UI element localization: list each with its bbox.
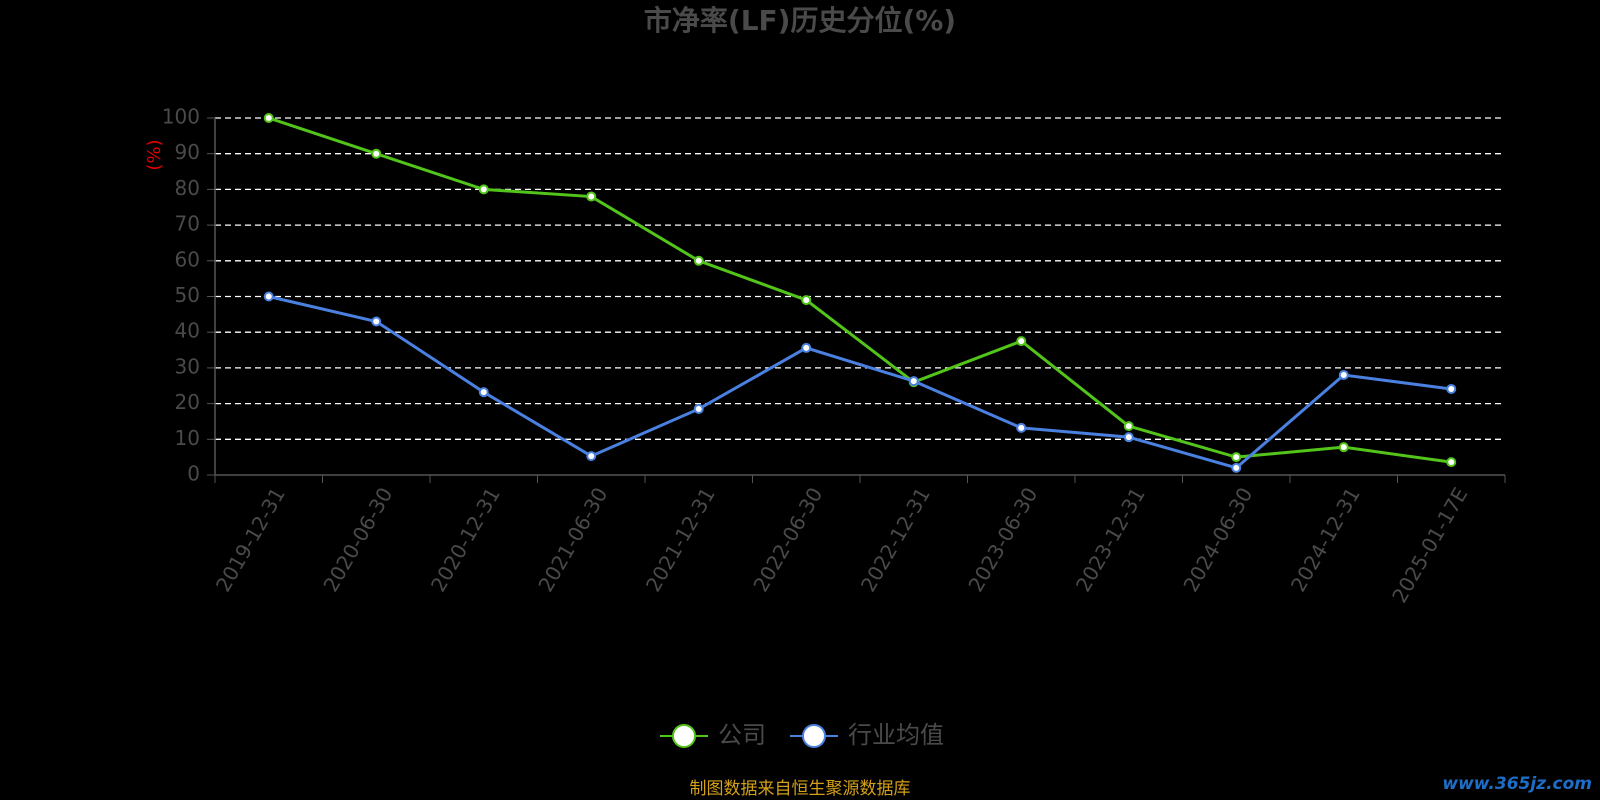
- legend-marker: [802, 724, 826, 748]
- y-tick-label: 40: [175, 319, 200, 343]
- data-point: [1338, 370, 1349, 381]
- data-point: [1231, 462, 1242, 473]
- data-point: [1123, 432, 1134, 443]
- series-line: [268, 116, 1452, 464]
- y-tick-label: 20: [175, 390, 200, 414]
- data-point: [693, 255, 704, 266]
- data-point: [1231, 452, 1242, 463]
- data-point: [263, 291, 274, 302]
- watermark: www.365jz.com: [1442, 774, 1592, 794]
- data-point: [1016, 422, 1027, 433]
- y-axis-label: (%): [144, 139, 165, 170]
- legend-label: 行业均值: [848, 721, 944, 749]
- source-note: 制图数据来自恒生聚源数据库: [690, 779, 911, 799]
- data-point: [478, 387, 489, 398]
- y-tick-label: 50: [175, 283, 200, 307]
- data-point: [263, 113, 274, 123]
- y-tick-label: 70: [175, 212, 200, 236]
- data-point: [586, 451, 597, 462]
- y-tick-label: 10: [175, 426, 200, 450]
- data-point: [586, 191, 597, 202]
- data-point: [1338, 442, 1349, 453]
- data-point: [478, 184, 489, 195]
- y-tick-label: 0: [187, 462, 200, 486]
- series-line: [268, 295, 1452, 470]
- data-point: [801, 295, 812, 306]
- legend-marker: [672, 724, 696, 748]
- data-point: [801, 342, 812, 353]
- data-point: [693, 403, 704, 414]
- y-tick-label: 30: [175, 354, 200, 378]
- data-point: [371, 148, 382, 159]
- data-point: [371, 316, 382, 327]
- data-point: [1016, 336, 1027, 347]
- data-point: [1446, 457, 1457, 468]
- legend-label: 公司: [718, 721, 766, 749]
- data-point: [1123, 421, 1134, 432]
- y-tick-label: 100: [162, 105, 200, 129]
- data-point: [1446, 383, 1457, 394]
- data-point: [908, 376, 919, 387]
- y-tick-label: 80: [175, 176, 200, 200]
- y-tick-label: 90: [175, 140, 200, 164]
- chart-title: 市净率(LF)历史分位(%): [644, 4, 956, 37]
- y-tick-label: 60: [175, 247, 200, 271]
